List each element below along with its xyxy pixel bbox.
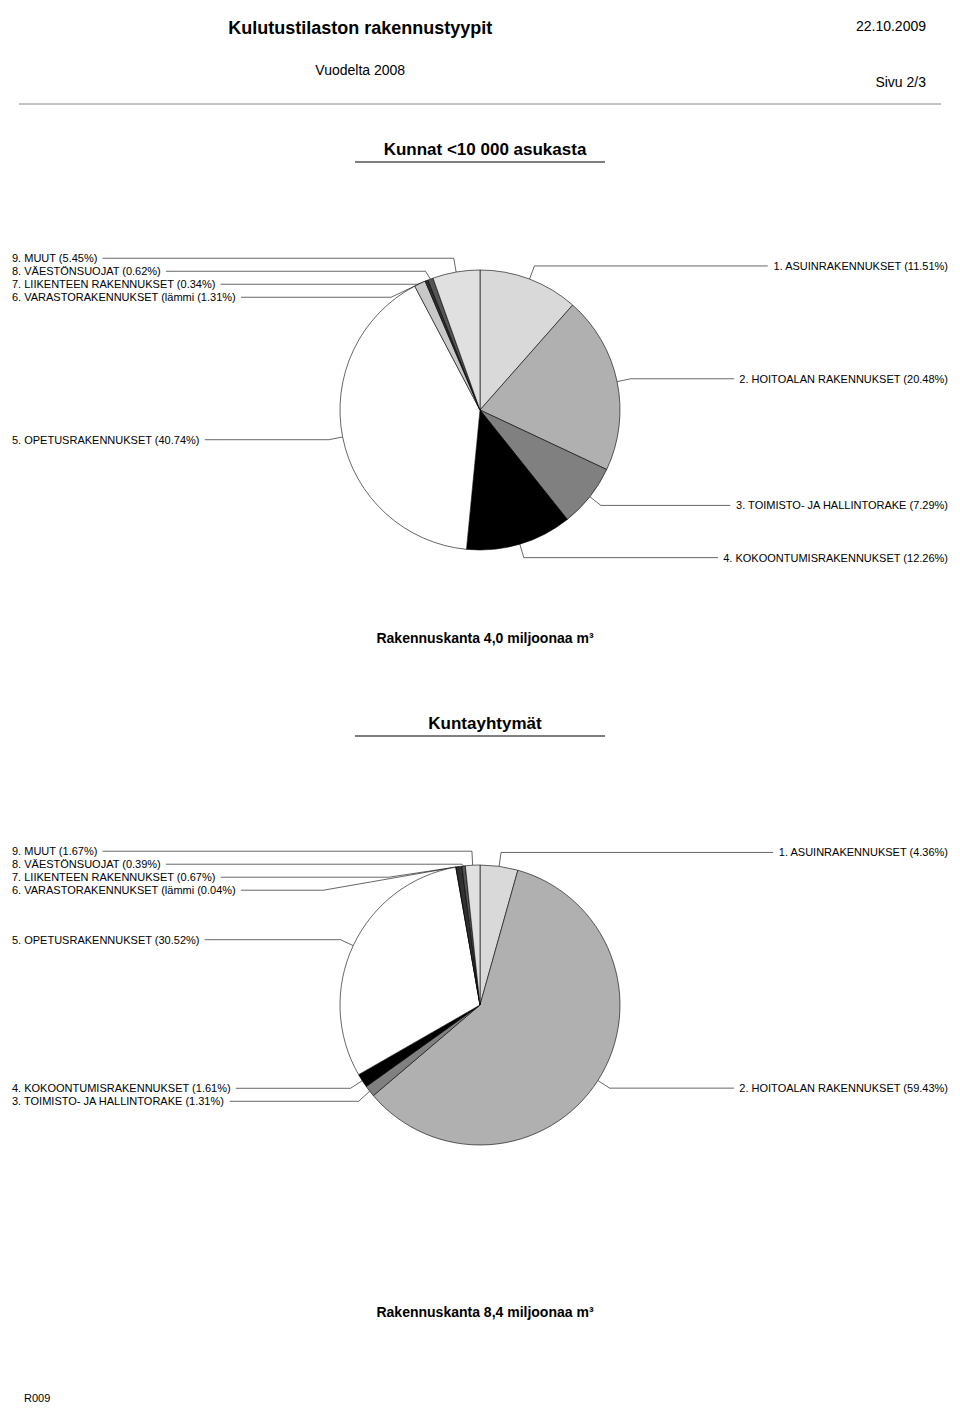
svg-text:6. VARASTORAKENNUKSET (lämmi (: 6. VARASTORAKENNUKSET (lämmi (0.04%) [12,884,236,896]
svg-text:5. OPETUSRAKENNUKSET (30.52%): 5. OPETUSRAKENNUKSET (30.52%) [12,934,199,946]
svg-text:9. MUUT (1.67%): 9. MUUT (1.67%) [12,845,97,857]
svg-text:R009: R009 [24,1392,50,1404]
svg-text:22.10.2009: 22.10.2009 [856,18,926,34]
svg-text:2. HOITOALAN RAKENNUKSET (20.4: 2. HOITOALAN RAKENNUKSET (20.48%) [739,373,948,385]
svg-text:1. ASUINRAKENNUKSET (11.51%): 1. ASUINRAKENNUKSET (11.51%) [774,260,948,272]
svg-text:7. LIIKENTEEN RAKENNUKSET (0.6: 7. LIIKENTEEN RAKENNUKSET (0.67%) [12,871,215,883]
svg-text:Kulutustilaston rakennustyypit: Kulutustilaston rakennustyypit [228,18,492,38]
svg-text:1. ASUINRAKENNUKSET (4.36%): 1. ASUINRAKENNUKSET (4.36%) [779,846,948,858]
svg-text:6. VARASTORAKENNUKSET (lämmi (: 6. VARASTORAKENNUKSET (lämmi (1.31%) [12,291,236,303]
svg-text:8. VÄESTÖNSUOJAT (0.62%): 8. VÄESTÖNSUOJAT (0.62%) [12,265,161,277]
svg-text:7. LIIKENTEEN RAKENNUKSET (0.3: 7. LIIKENTEEN RAKENNUKSET (0.34%) [12,278,215,290]
svg-text:Vuodelta 2008: Vuodelta 2008 [315,62,405,78]
svg-text:Rakennuskanta 4,0 miljoonaa m³: Rakennuskanta 4,0 miljoonaa m³ [376,630,593,646]
svg-text:Rakennuskanta 8,4 miljoonaa m³: Rakennuskanta 8,4 miljoonaa m³ [376,1304,593,1320]
svg-text:Sivu 2/3: Sivu 2/3 [875,74,926,90]
svg-text:3. TOIMISTO- JA HALLINTORAKE (: 3. TOIMISTO- JA HALLINTORAKE (7.29%) [736,499,948,511]
svg-text:8. VÄESTÖNSUOJAT (0.39%): 8. VÄESTÖNSUOJAT (0.39%) [12,858,161,870]
svg-text:5. OPETUSRAKENNUKSET (40.74%): 5. OPETUSRAKENNUKSET (40.74%) [12,434,199,446]
svg-text:2. HOITOALAN RAKENNUKSET (59.4: 2. HOITOALAN RAKENNUKSET (59.43%) [739,1082,948,1094]
svg-text:9. MUUT (5.45%): 9. MUUT (5.45%) [12,252,97,264]
svg-text:4. KOKOONTUMISRAKENNUKSET (1.6: 4. KOKOONTUMISRAKENNUKSET (1.61%) [12,1082,231,1094]
svg-text:4. KOKOONTUMISRAKENNUKSET (12.: 4. KOKOONTUMISRAKENNUKSET (12.26%) [723,552,948,564]
svg-text:3. TOIMISTO- JA HALLINTORAKE (: 3. TOIMISTO- JA HALLINTORAKE (1.31%) [12,1095,224,1107]
svg-text:Kunnat <10 000 asukasta: Kunnat <10 000 asukasta [384,140,587,159]
svg-text:Kuntayhtymät: Kuntayhtymät [428,714,542,733]
